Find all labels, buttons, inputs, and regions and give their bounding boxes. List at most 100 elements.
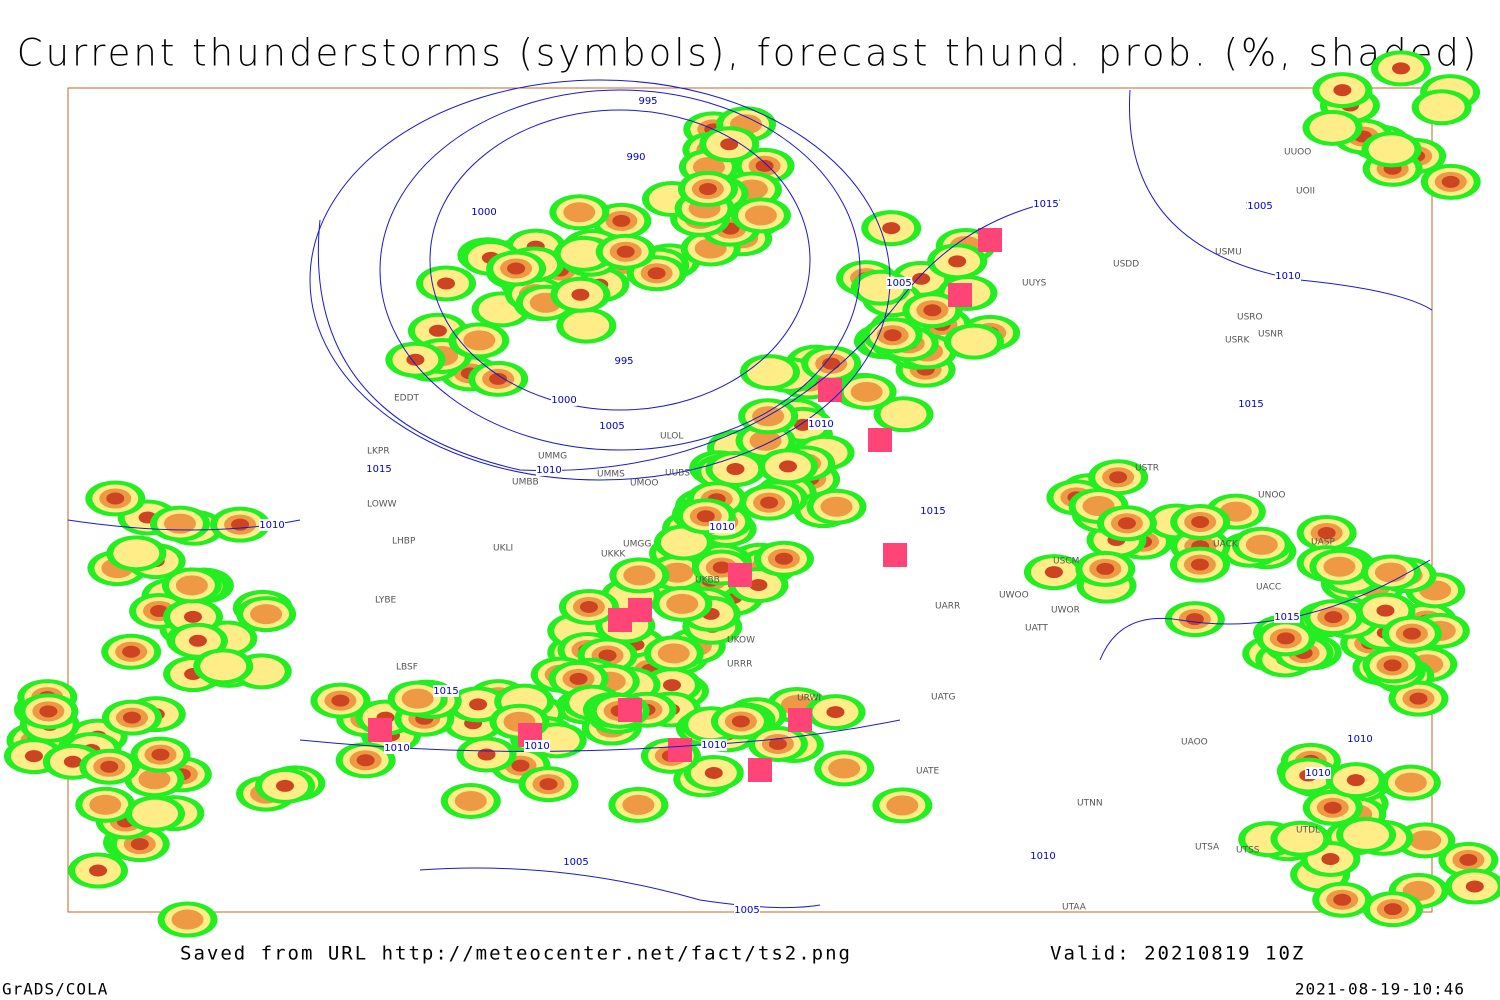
isobar-label: 1005 — [563, 857, 588, 868]
storm-symbol — [668, 738, 692, 762]
storm-symbol — [748, 758, 772, 782]
shade-cell — [489, 372, 508, 385]
shade-cell — [1044, 566, 1063, 579]
shade-cell — [1409, 830, 1442, 851]
isobar-label: 1015 — [433, 686, 458, 697]
isobar-label-bg — [366, 463, 392, 475]
storm-symbol — [883, 543, 907, 567]
isobar-label-bg — [599, 420, 625, 432]
shade-cell — [1459, 853, 1478, 866]
storm-symbol — [978, 228, 1002, 252]
shade-cell — [200, 652, 247, 681]
isobar — [429, 109, 811, 411]
shade-cell — [563, 202, 596, 223]
shade-cell — [563, 311, 610, 340]
shade-cell — [275, 779, 294, 792]
shade-cell — [401, 688, 434, 709]
isobar-label-bg — [1238, 398, 1264, 410]
shade-cell — [886, 795, 919, 816]
station-label: USNR — [1258, 330, 1283, 340]
isobar-label-bg — [1030, 850, 1056, 862]
title: Current thunderstorms (symbols), forecas… — [17, 32, 1480, 75]
isobar-label: 1015 — [920, 506, 945, 517]
shade-cell — [749, 579, 768, 592]
storm-symbol — [368, 718, 392, 742]
shade-cell — [1383, 659, 1402, 672]
shade-cell — [1185, 613, 1204, 626]
shade-cell — [106, 492, 125, 505]
isobar-label: 995 — [614, 356, 633, 367]
shade-cell — [539, 778, 558, 791]
storm-symbol — [818, 378, 842, 402]
isobar-label: 1015 — [1274, 612, 1299, 623]
station-label: UACC — [1256, 583, 1281, 593]
shade-cell — [1109, 471, 1128, 484]
shade-cell — [883, 329, 902, 342]
isobar-label: 1005 — [599, 421, 624, 432]
isobar-label-bg — [808, 418, 834, 430]
isobar-label-bg — [536, 464, 562, 476]
shade-cell — [912, 272, 931, 285]
station-label: EDDT — [394, 394, 420, 404]
shade-cell — [511, 759, 530, 772]
shade-cell — [1333, 84, 1352, 97]
isobar-label: 1010 — [1347, 734, 1372, 745]
station-label: LOWW — [367, 500, 397, 510]
shade-cell — [598, 649, 617, 662]
isobar-label-bg — [551, 394, 577, 406]
station-label: LBSF — [396, 663, 418, 673]
isobar-label: 990 — [626, 152, 645, 163]
isobar-label-bg — [259, 519, 285, 531]
station-label: UUYS — [1022, 279, 1047, 289]
station-label: UWOO — [999, 591, 1029, 601]
station-label: UKKK — [601, 550, 626, 560]
shade-cell — [923, 304, 942, 317]
shade-cell — [437, 277, 456, 290]
shade-cell — [660, 528, 707, 557]
isobar-label: 1010 — [384, 743, 409, 754]
shade-cell — [755, 159, 774, 172]
shade-cell — [622, 794, 655, 815]
shade-cell — [880, 400, 927, 429]
shade-cell — [175, 575, 208, 596]
isobar-label: 1010 — [259, 520, 284, 531]
station-label: USDD — [1113, 260, 1139, 270]
station-label: UTSS — [1236, 846, 1260, 856]
shade-cell — [948, 255, 967, 268]
shade-cell — [1465, 880, 1484, 893]
station-label: UKLI — [493, 544, 513, 554]
shade-cell — [749, 430, 782, 451]
shade-cell — [428, 324, 447, 337]
station-label: URWI — [797, 694, 821, 704]
shade-cell — [1324, 611, 1343, 624]
station-label: UKBB — [695, 576, 720, 586]
shade-cell — [579, 600, 598, 613]
isobar-label-bg — [471, 206, 497, 218]
station-label: USRO — [1237, 313, 1263, 323]
shade-cell — [356, 754, 375, 767]
shade-cell — [569, 672, 588, 685]
isobar-label-bg — [524, 740, 550, 752]
station-label: UASP — [1311, 538, 1335, 548]
storm-symbol — [628, 598, 652, 622]
shade-cell — [507, 262, 526, 275]
shade-cell — [89, 864, 108, 877]
station-label: UKOW — [727, 636, 755, 646]
shade-cell — [623, 565, 656, 586]
isobar-label: 995 — [638, 96, 657, 107]
shade-cell — [1368, 135, 1415, 164]
shade-cell — [950, 327, 997, 356]
storm-symbol — [728, 563, 752, 587]
shade-cell — [793, 418, 812, 431]
shade-cell — [571, 288, 590, 301]
isobar-label-bg — [635, 95, 661, 107]
shade-cell — [1402, 627, 1421, 640]
shade-cell — [1321, 852, 1340, 865]
shade-cell — [760, 496, 779, 509]
shade-cell — [850, 381, 883, 402]
station-label: UAOO — [1181, 738, 1208, 748]
station-label: LYBE — [375, 596, 396, 606]
shade-cell — [1190, 558, 1209, 571]
storm-symbol — [618, 698, 642, 722]
isobar-label-bg — [1305, 767, 1331, 779]
